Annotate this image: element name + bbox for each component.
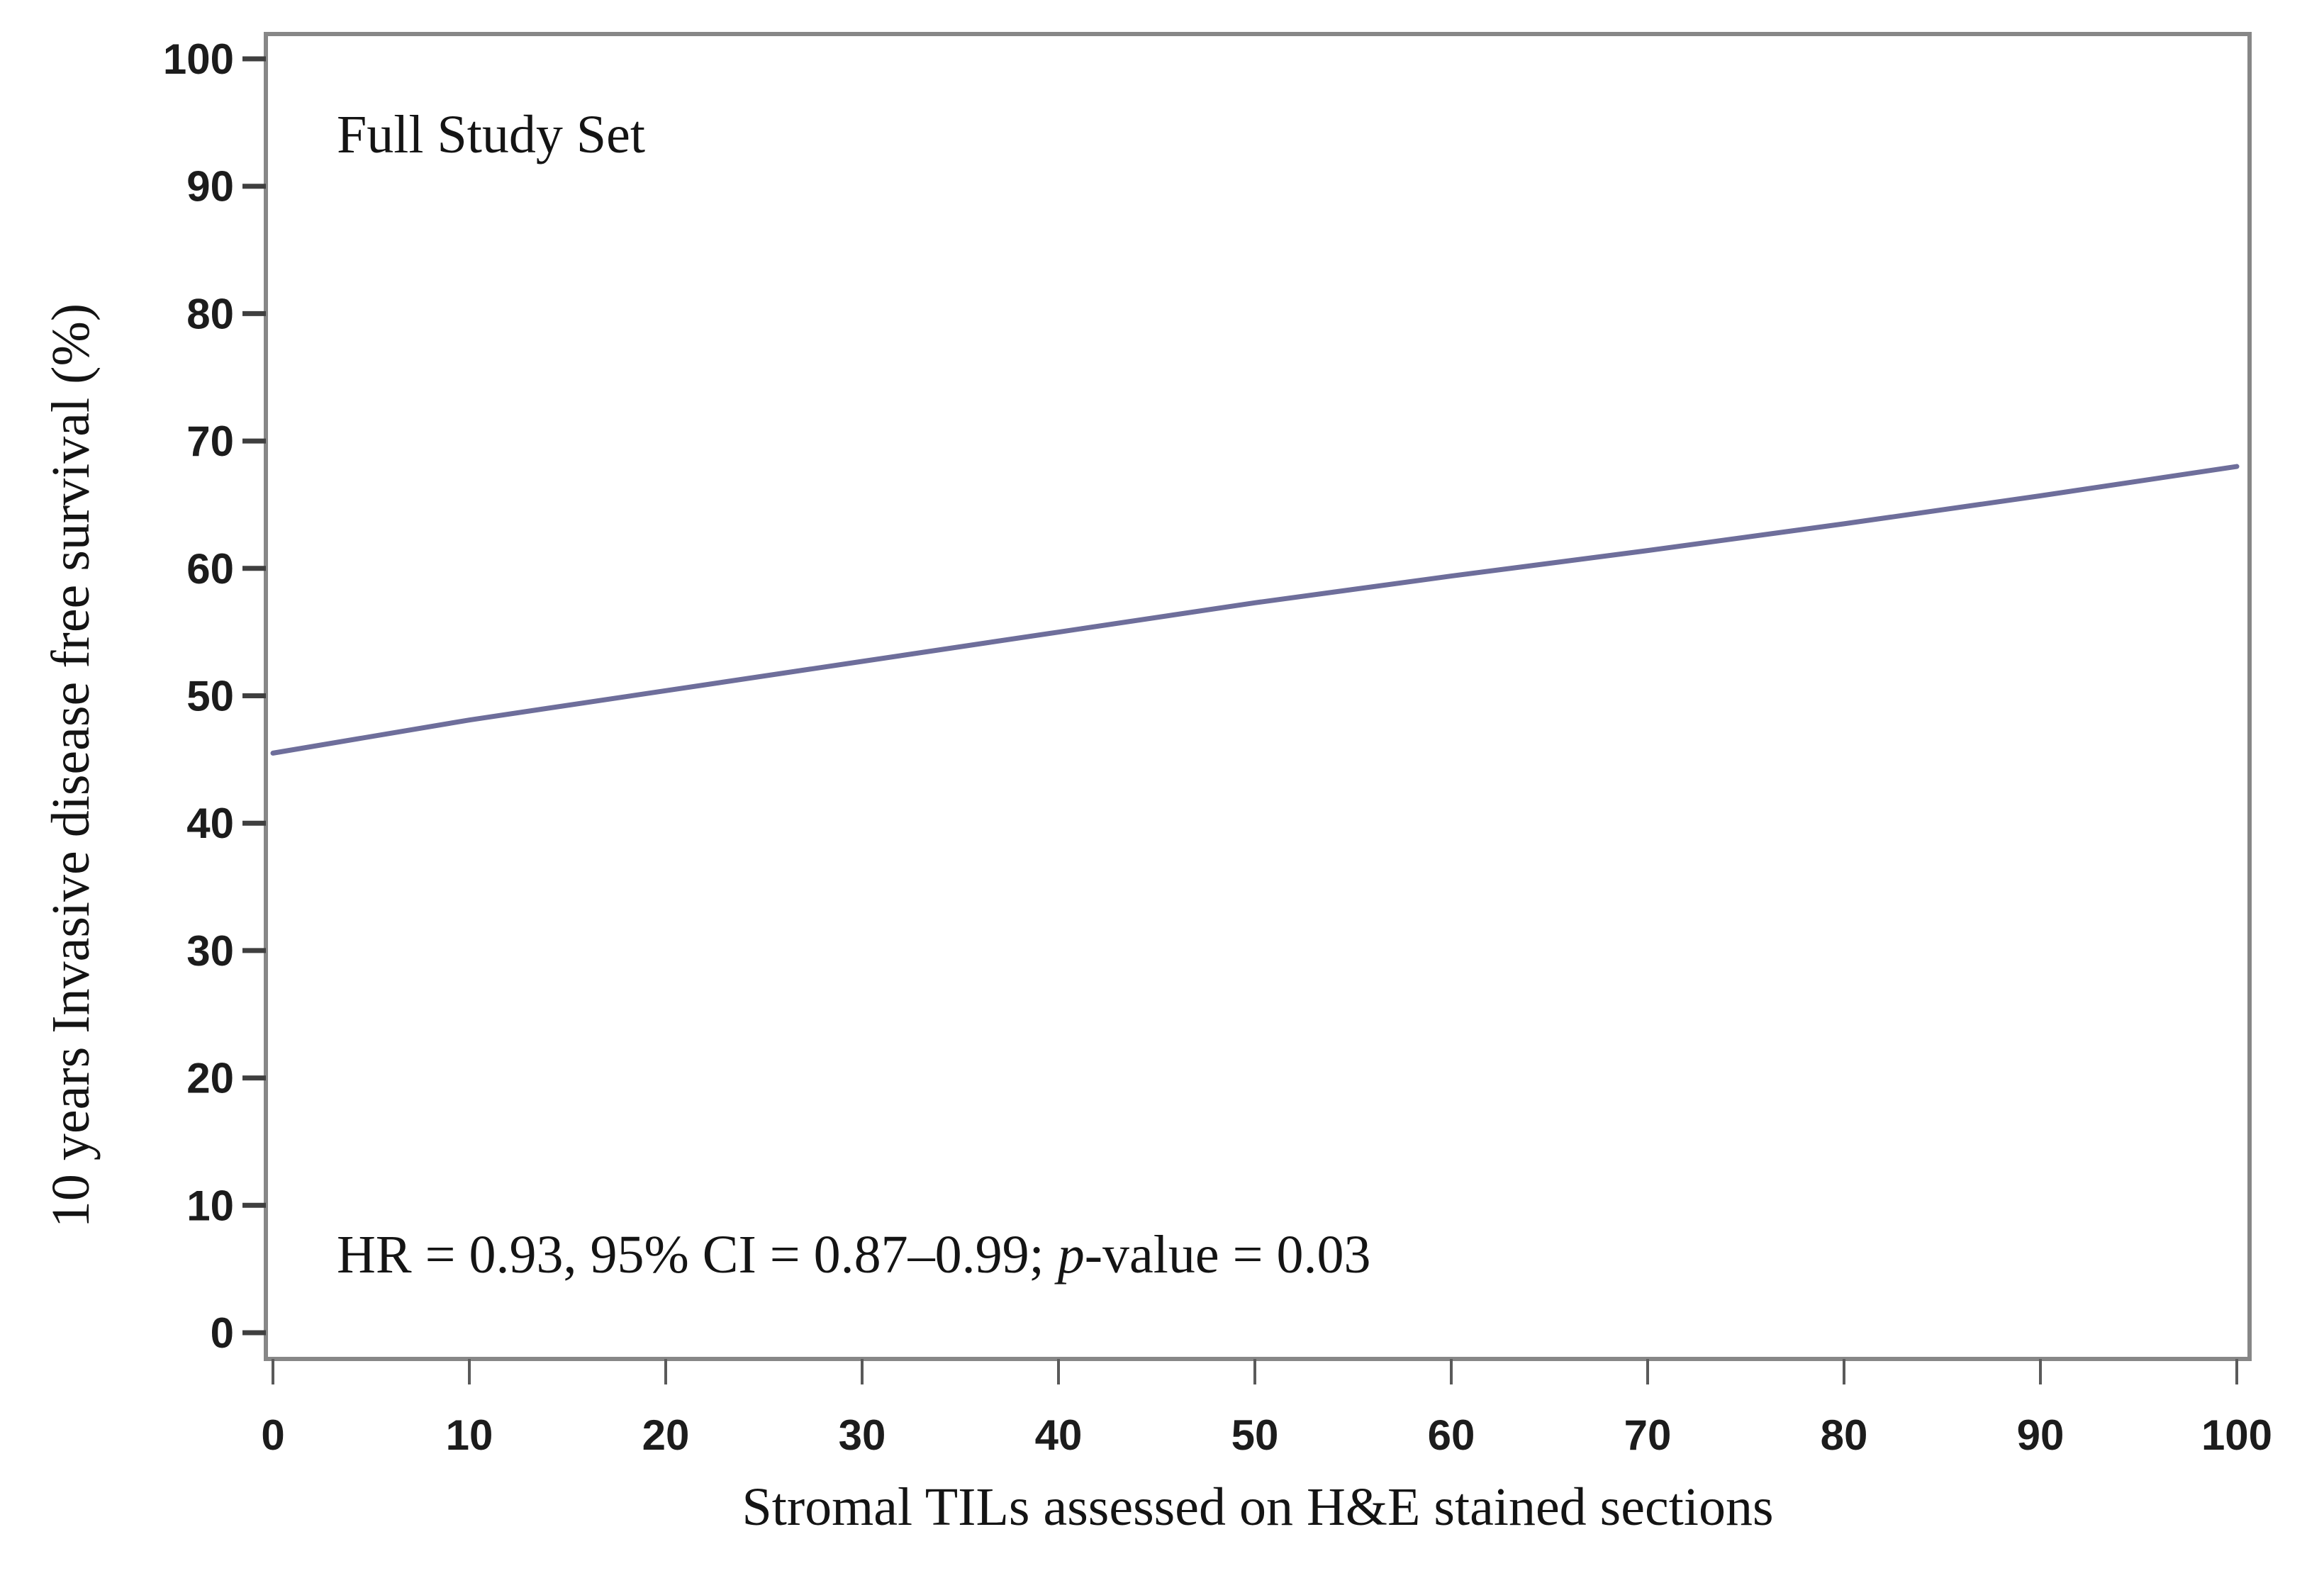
y-tick-label: 10 xyxy=(186,1182,234,1229)
annotation-pre: HR = 0.93, 95% CI = 0.87–0.99; xyxy=(337,1225,1058,1285)
x-tick-label: 20 xyxy=(642,1411,690,1459)
x-tick-label: 70 xyxy=(1624,1411,1672,1459)
annotation-post: -value = 0.03 xyxy=(1084,1225,1371,1285)
x-tick-label: 30 xyxy=(839,1411,886,1459)
survival-trend-line xyxy=(270,464,2240,756)
x-tick-label: 0 xyxy=(261,1411,284,1459)
y-tick-label: 100 xyxy=(163,35,234,83)
hazard-ratio-annotation: HR = 0.93, 95% CI = 0.87–0.99; p-value =… xyxy=(337,1228,1370,1282)
x-tick-label: 100 xyxy=(2201,1411,2272,1459)
y-tick-label: 70 xyxy=(186,418,234,465)
plot-inside-title: Full Study Set xyxy=(337,105,645,164)
x-tick-label: 90 xyxy=(2017,1411,2065,1459)
y-tick-label: 90 xyxy=(186,163,234,211)
plot-frame xyxy=(264,32,2252,1361)
y-tick-label: 20 xyxy=(186,1055,234,1102)
x-tick-label: 50 xyxy=(1231,1411,1279,1459)
y-tick-label: 50 xyxy=(186,673,234,720)
x-axis-title: Stromal TILs assessed on H&E stained sec… xyxy=(742,1477,1774,1537)
y-axis-title: 10 years Invasive disease free survival … xyxy=(41,303,101,1229)
y-tick-label: 30 xyxy=(186,927,234,975)
y-tick-label: 60 xyxy=(186,545,234,593)
y-tick-label: 80 xyxy=(186,290,234,337)
x-tick-label: 10 xyxy=(446,1411,493,1459)
x-tick-label: 60 xyxy=(1428,1411,1475,1459)
x-tick-label: 80 xyxy=(1821,1411,1868,1459)
annotation-italic-p: p xyxy=(1057,1225,1085,1285)
x-tick-label: 40 xyxy=(1035,1411,1083,1459)
y-tick-label: 40 xyxy=(186,800,234,847)
y-tick-label: 0 xyxy=(211,1309,234,1357)
